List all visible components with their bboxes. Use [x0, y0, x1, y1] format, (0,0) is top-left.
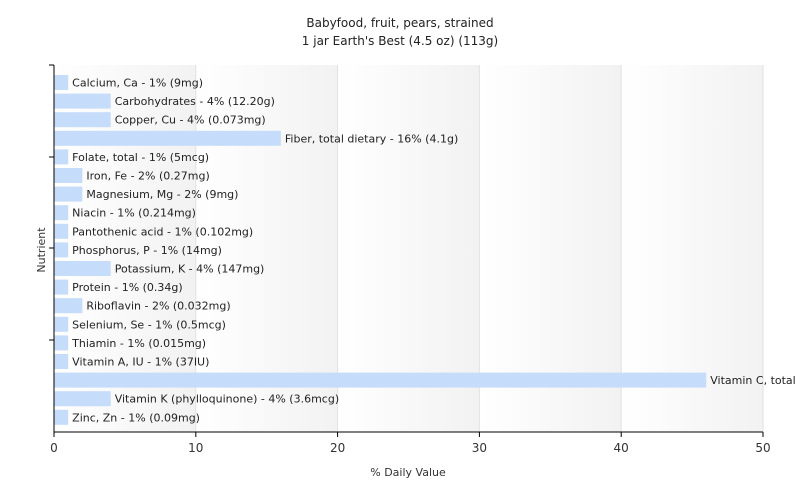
bar-label: Iron, Fe - 2% (0.27mg): [86, 170, 209, 183]
bars: [54, 75, 707, 425]
chart-title: Babyfood, fruit, pears, strained: [306, 16, 493, 30]
bar-label: Magnesium, Mg - 2% (9mg): [86, 188, 238, 201]
x-tick-label: 0: [50, 441, 58, 455]
bar: [54, 298, 83, 314]
bar-label: Folate, total - 1% (5mcg): [72, 151, 209, 164]
bar: [54, 130, 281, 146]
x-tick-label: 20: [330, 441, 345, 455]
bar-label: Protein - 1% (0.34g): [72, 281, 183, 294]
y-axis-title: Nutrient: [35, 227, 48, 273]
bar: [54, 354, 69, 369]
bar-label: Pantothenic acid - 1% (0.102mg): [72, 225, 253, 238]
bar: [54, 186, 83, 202]
x-ticks: 0 10 20 30 40 50: [50, 432, 771, 455]
bar-label: Niacin - 1% (0.214mg): [72, 207, 196, 220]
axes: [49, 64, 763, 433]
bar: [54, 205, 69, 221]
x-tick-label: 50: [755, 441, 770, 455]
bar: [54, 93, 111, 109]
bar: [54, 279, 69, 295]
plot-band: [479, 65, 622, 432]
bar: [54, 261, 111, 276]
bar: [54, 223, 69, 239]
bar-label: Copper, Cu - 4% (0.073mg): [115, 114, 266, 127]
bar-label: Thiamin - 1% (0.015mg): [71, 337, 206, 350]
bar: [54, 112, 111, 128]
x-tick-label: 40: [614, 441, 629, 455]
x-tick-label: 30: [472, 441, 487, 455]
bar-label: Phosphorus, P - 1% (14mg): [72, 244, 222, 257]
bar-label: Vitamin K (phylloquinone) - 4% (3.6mcg): [115, 393, 339, 406]
bar: [54, 75, 69, 90]
bar-label: Potassium, K - 4% (147mg): [115, 263, 265, 276]
bar: [54, 149, 69, 165]
gridlines: [195, 65, 764, 432]
bar-label: Carbohydrates - 4% (12.20g): [115, 95, 275, 108]
plot-band: [337, 65, 480, 432]
bar-label: Calcium, Ca - 1% (9mg): [72, 77, 203, 90]
plot-band: [195, 65, 338, 432]
bar: [54, 372, 707, 388]
bar-label: Zinc, Zn - 1% (0.09mg): [72, 411, 200, 424]
bar-labels: Calcium, Ca - 1% (9mg) Carbohydrates - 4%…: [71, 77, 800, 425]
bar: [54, 335, 69, 351]
plot-band: [621, 65, 763, 432]
bar: [54, 391, 111, 407]
bar: [54, 316, 69, 332]
bar: [54, 168, 83, 183]
x-tick-label: 10: [188, 441, 203, 455]
bar-label: Fiber, total dietary - 16% (4.1g): [285, 132, 458, 145]
bar-label: Vitamin C, total ascorbic acid - 46% (27…: [710, 374, 800, 387]
bar-label: Vitamin A, IU - 1% (37IU): [72, 356, 209, 369]
bar-label: Riboflavin - 2% (0.032mg): [86, 300, 230, 313]
x-axis-title: % Daily Value: [370, 466, 446, 479]
bar-label: Selenium, Se - 1% (0.5mcg): [72, 318, 226, 331]
plot-background: [54, 65, 763, 432]
bar: [54, 409, 69, 425]
chart-subtitle: 1 jar Earth's Best (4.5 oz) (113g): [302, 34, 498, 48]
bar: [54, 242, 69, 258]
